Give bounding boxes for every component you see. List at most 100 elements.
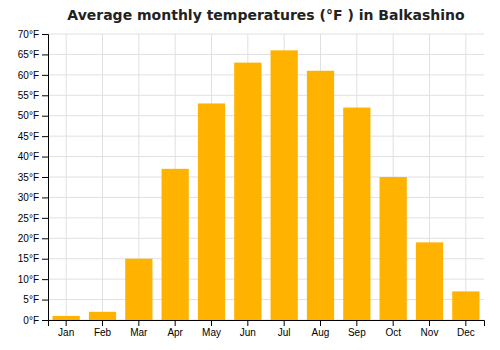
x-tick-mark <box>356 320 357 326</box>
x-tick-mark <box>320 320 321 326</box>
y-tick: 25°F <box>18 213 48 224</box>
x-tick-label: Jul <box>278 327 291 338</box>
x-tick: Aug <box>312 320 330 338</box>
y-tick-label: 30°F <box>18 192 39 203</box>
x-tick-label: Dec <box>457 327 475 338</box>
x-tick: Jul <box>278 320 291 338</box>
y-tick: 65°F <box>18 49 48 60</box>
bars <box>53 50 480 320</box>
x-axis: JanFebMarAprMayJunJulAugSepOctNovDec <box>49 320 485 338</box>
title: Average monthly temperatures (°F ) in Ba… <box>67 7 465 23</box>
x-tick: Nov <box>421 320 439 338</box>
bar <box>271 50 298 320</box>
grid-line-x <box>102 34 103 320</box>
y-tick: 15°F <box>18 253 48 264</box>
y-tick-mark <box>42 116 48 117</box>
x-tick: Jun <box>240 320 256 338</box>
bar <box>53 316 80 320</box>
y-tick-mark <box>42 259 48 260</box>
y-tick-label: 15°F <box>18 253 39 264</box>
y-axis: 0°F 5°F 10°F 15°F 20°F 25°F 30°F 35°F 40°F 45°F 50… <box>18 29 49 326</box>
y-tick-mark <box>42 157 48 158</box>
x-tick-mark <box>211 320 212 326</box>
y-tick-mark <box>42 218 48 219</box>
x-tick-mark <box>138 320 139 326</box>
grid-line-y <box>48 136 484 137</box>
x-tick-mark <box>175 320 176 326</box>
bar <box>162 169 189 320</box>
x-tick-mark <box>429 320 430 326</box>
y-tick: 10°F <box>18 274 48 285</box>
bar <box>452 291 479 320</box>
bar <box>416 242 443 320</box>
grid-line-y <box>48 197 484 198</box>
y-tick-label: 35°F <box>18 172 39 183</box>
chart-container: JanFebMarAprMayJunJulAugSepOctNovDec0°F5… <box>0 0 500 350</box>
y-tick-label: 20°F <box>18 233 39 244</box>
chart-svg: JanFebMarAprMayJunJulAugSepOctNovDec0°F5… <box>0 0 500 350</box>
y-tick-mark <box>42 75 48 76</box>
x-tick-mark <box>284 320 285 326</box>
grid-line-y <box>48 34 484 35</box>
x-tick-mark <box>465 320 466 326</box>
grid-line-y <box>48 115 484 116</box>
y-tick-mark <box>42 95 48 96</box>
y-tick-label: 60°F <box>18 70 39 81</box>
grid-line-y <box>48 54 484 55</box>
bar <box>343 108 370 320</box>
plot: JanFebMarAprMayJunJulAugSepOctNovDec0°F5… <box>18 29 485 338</box>
x-tick: Dec <box>457 320 475 338</box>
y-tick: 30°F <box>18 192 48 203</box>
y-tick: 70°F <box>18 29 48 40</box>
y-tick: 20°F <box>18 233 48 244</box>
x-tick-label: Feb <box>94 327 112 338</box>
x-tick-mark <box>66 320 67 326</box>
grid-line-y <box>48 217 484 218</box>
bar <box>198 103 225 320</box>
x-tick-label: Mar <box>130 327 148 338</box>
y-tick: 60°F <box>18 70 48 81</box>
grid-line-y <box>48 95 484 96</box>
x-tick-label: Aug <box>312 327 330 338</box>
bar <box>89 312 116 320</box>
grid-line-x <box>465 34 466 320</box>
x-tick: Apr <box>167 320 183 338</box>
y-tick: 5°F <box>23 294 48 305</box>
y-tick-mark <box>42 279 48 280</box>
y-tick-mark <box>42 238 48 239</box>
y-tick: 35°F <box>18 172 48 183</box>
bar <box>125 259 152 320</box>
grid-line-y <box>48 177 484 178</box>
y-tick: 40°F <box>18 151 48 162</box>
grid-line-y <box>48 156 484 157</box>
x-tick: Jan <box>58 320 74 338</box>
x-tick-mark <box>393 320 394 326</box>
y-tick-mark <box>42 320 48 321</box>
x-tick-label: Sep <box>348 327 366 338</box>
y-tick: 55°F <box>18 90 48 101</box>
y-tick-label: 55°F <box>18 90 39 101</box>
bar <box>234 63 261 320</box>
y-tick-mark <box>42 34 48 35</box>
x-tick-label: Jan <box>58 327 74 338</box>
bar <box>380 177 407 320</box>
x-tick-mark <box>247 320 248 326</box>
y-tick: 0°F <box>23 315 48 326</box>
axis-domain <box>42 35 49 321</box>
x-tick-label: Jun <box>240 327 256 338</box>
y-tick: 50°F <box>18 110 48 121</box>
y-tick-label: 65°F <box>18 49 39 60</box>
y-tick-label: 45°F <box>18 131 39 142</box>
grid-line-y <box>48 74 484 75</box>
x-tick-label: Apr <box>167 327 183 338</box>
bar <box>307 71 334 320</box>
y-tick-label: 10°F <box>18 274 39 285</box>
y-tick: 45°F <box>18 131 48 142</box>
grid-line-x <box>66 34 67 320</box>
x-tick: May <box>202 320 221 338</box>
x-tick: Feb <box>94 320 112 338</box>
y-tick-label: 25°F <box>18 213 39 224</box>
y-tick-label: 5°F <box>23 294 39 305</box>
y-tick-mark <box>42 54 48 55</box>
y-tick-mark <box>42 177 48 178</box>
